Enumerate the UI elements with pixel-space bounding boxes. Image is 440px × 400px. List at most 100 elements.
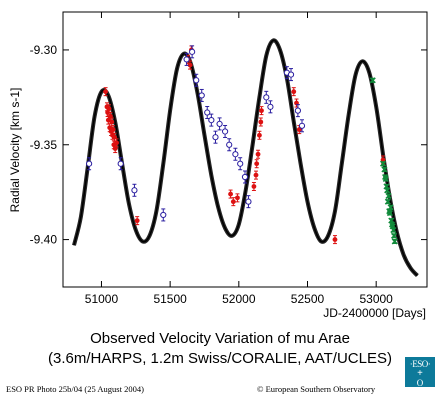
data-point xyxy=(230,197,236,207)
point-marker xyxy=(204,109,211,116)
point-marker xyxy=(109,119,115,125)
point-marker xyxy=(387,204,394,211)
data-point xyxy=(110,125,116,135)
data-point xyxy=(369,77,376,84)
data-point xyxy=(384,187,391,194)
y-tick-label: -9.35 xyxy=(30,138,58,152)
point-marker xyxy=(287,71,295,78)
point-marker xyxy=(117,160,124,167)
photo-credit: ESO PR Photo 25b/04 (25 August 2004) xyxy=(6,384,144,394)
data-point xyxy=(235,193,240,203)
data-point xyxy=(384,198,391,205)
point-marker xyxy=(380,157,386,163)
data-point xyxy=(193,73,200,87)
point-marker xyxy=(251,184,257,189)
data-point xyxy=(382,175,389,182)
point-marker xyxy=(189,48,196,55)
data-point xyxy=(117,157,124,171)
point-marker xyxy=(257,132,262,138)
x-tick-label: 52500 xyxy=(291,292,325,306)
eso-logo-circle: O xyxy=(416,378,424,388)
data-point xyxy=(381,166,388,173)
data-point xyxy=(131,183,138,197)
y-axis-title: Radial Velocity [km s-1] xyxy=(8,88,22,213)
x-tick-label: 52000 xyxy=(222,292,256,306)
point-marker xyxy=(384,187,391,194)
point-marker xyxy=(131,187,138,194)
model-curve xyxy=(73,39,418,277)
y-tick-label: -9.40 xyxy=(30,233,58,247)
data-point xyxy=(386,209,393,217)
data-point xyxy=(189,45,196,59)
data-point xyxy=(103,87,108,97)
point-marker xyxy=(390,232,398,239)
data-point xyxy=(228,189,233,199)
point-marker xyxy=(382,175,389,182)
eso-logo: ·ESO· + O xyxy=(405,357,435,388)
model-curve-band xyxy=(72,38,419,278)
point-marker xyxy=(258,119,264,125)
data-point xyxy=(287,68,295,82)
data-point xyxy=(114,138,119,148)
point-marker xyxy=(232,151,239,158)
point-marker xyxy=(114,140,119,146)
point-marker xyxy=(193,77,200,84)
data-point xyxy=(267,100,274,114)
data-point xyxy=(385,192,392,200)
data-point xyxy=(160,208,167,222)
data-point xyxy=(255,149,261,159)
data-points-layer xyxy=(85,45,398,245)
point-marker xyxy=(221,128,229,135)
y-tick-label: -9.30 xyxy=(30,43,58,57)
data-point xyxy=(390,227,397,234)
data-point xyxy=(259,106,264,116)
data-point xyxy=(226,138,233,152)
point-marker xyxy=(110,127,116,132)
point-marker xyxy=(245,198,252,205)
data-point xyxy=(251,181,257,191)
data-point xyxy=(237,157,244,171)
data-point xyxy=(294,104,301,118)
x-axis-title: JD-2400000 [Days] xyxy=(323,306,426,320)
point-marker xyxy=(212,134,219,141)
data-point xyxy=(254,159,260,169)
data-point xyxy=(332,235,338,245)
point-marker xyxy=(384,198,391,205)
data-point xyxy=(183,52,190,66)
point-marker xyxy=(381,166,388,173)
point-marker xyxy=(385,192,392,200)
point-marker xyxy=(254,161,260,167)
point-marker xyxy=(386,209,393,217)
data-point xyxy=(212,130,219,144)
point-marker xyxy=(291,89,297,95)
data-point xyxy=(263,90,270,104)
point-marker xyxy=(369,77,376,84)
point-marker xyxy=(294,107,301,114)
point-marker xyxy=(237,160,244,167)
point-marker xyxy=(226,141,233,148)
chart-subtitle: (3.6m/HARPS, 1.2m Swiss/CORALIE, AAT/UCL… xyxy=(48,350,392,367)
data-point xyxy=(387,204,394,211)
data-point xyxy=(253,170,259,180)
data-point xyxy=(379,160,387,167)
data-point xyxy=(85,157,93,171)
x-tick-label: 51000 xyxy=(85,292,119,306)
data-point xyxy=(134,216,140,226)
point-marker xyxy=(235,195,240,201)
data-point xyxy=(208,113,215,127)
point-marker xyxy=(134,218,140,224)
data-point xyxy=(187,60,193,70)
data-point xyxy=(391,238,398,245)
point-marker xyxy=(379,160,387,167)
eso-logo-text: ·ESO· xyxy=(409,359,431,369)
point-marker xyxy=(208,117,215,124)
data-point xyxy=(216,117,223,131)
point-marker xyxy=(160,211,167,219)
data-point xyxy=(221,124,229,138)
data-point xyxy=(204,106,211,120)
data-point xyxy=(258,117,264,127)
data-point xyxy=(241,170,249,184)
copyright: © European Southern Observatory xyxy=(257,384,376,394)
x-tick-label: 51500 xyxy=(153,292,187,306)
data-point xyxy=(257,130,262,140)
